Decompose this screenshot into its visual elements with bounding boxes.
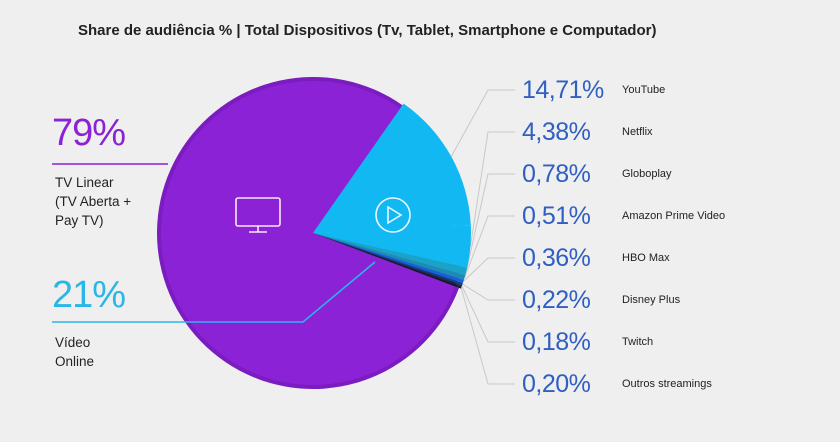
leader-line [469,131,515,247]
legend-value: 0,78% [522,159,591,188]
online-label-line: Vídeo [55,335,91,350]
legend-label: Netflix [622,126,653,138]
leader-line [462,283,515,301]
slice-hbo-max [313,233,459,282]
slice-youtube [313,119,451,233]
legend-item: 0,36% HBO Max [522,243,670,273]
leader-line [450,89,515,157]
online-share-value: 21% [52,274,126,316]
legend-value: 14,71% [522,75,604,104]
legend-value: 0,22% [522,285,591,314]
leader-line [460,287,515,385]
legend-item: 0,78% Globoplay [522,159,672,189]
slice-globoplay [313,233,462,274]
legend-label: Outros streamings [622,378,712,390]
leader-line [463,257,515,282]
slice-amazon-prime-video [313,233,460,278]
linear-label-line: TV Linear [55,175,114,190]
legend-label: YouTube [622,84,666,96]
legend-value: 0,36% [522,243,591,272]
play-icon [375,197,411,233]
slice-twitch [313,233,457,285]
slice-disney-plus [313,233,458,284]
legend-item: 0,18% Twitch [522,327,653,357]
online-label-line: Online [55,354,95,369]
legend-label: Globoplay [622,168,672,180]
legend-label: HBO Max [622,252,670,264]
online-label-line [52,261,376,323]
linear-label-line: Pay TV) [55,213,104,228]
leader-line [465,173,515,272]
legend-label: Amazon Prime Video [622,210,726,222]
legend-value: 0,51% [522,201,591,230]
slice-netflix [313,225,466,267]
leader-line [464,215,515,278]
slice-linear [160,81,456,386]
legend-value: 4,38% [522,117,591,146]
chart-title: Share de audiência % | Total Dispositivo… [78,22,657,39]
legend-label: Disney Plus [622,294,681,306]
legend-item: 0,22% Disney Plus [522,285,680,315]
slice-outros-streamings [313,233,456,287]
legend-item: 4,38% Netflix [522,117,653,147]
linear-share-label: TV Linear (TV Aberta + Pay TV) [55,173,131,230]
legend-label: Twitch [622,336,654,348]
legend-value: 0,18% [522,327,591,356]
leader-line [461,285,515,343]
linear-label-line: (TV Aberta + [55,194,132,209]
legend-item: 0,20% Outros streamings [522,369,712,399]
legend-value: 0,20% [522,369,591,398]
legend-item: 0,51% Amazon Prime Video [522,201,725,231]
pie-slices [160,81,466,386]
tv-icon [235,197,281,233]
linear-share-value: 79% [52,112,126,154]
legend-item: 14,71% YouTube [522,75,665,105]
online-share-label: Vídeo Online [55,333,94,371]
label-lines [52,163,376,323]
leader-lines [450,89,515,385]
